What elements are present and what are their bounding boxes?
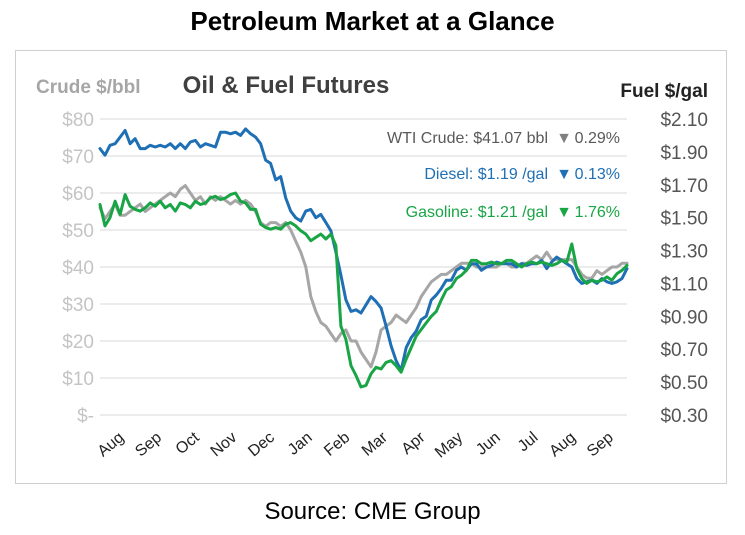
- x-tick-label: Apr: [399, 429, 430, 458]
- x-tick-label: Sep: [132, 429, 165, 460]
- right-tick-label: $1.70: [660, 176, 708, 197]
- x-tick-label: Oct: [173, 429, 203, 458]
- right-tick-label: $1.10: [660, 274, 708, 295]
- left-tick-label: $50: [62, 221, 94, 242]
- gridlines: [100, 118, 627, 416]
- right-tick-label: $1.50: [660, 209, 708, 230]
- x-tick-label: Jan: [285, 429, 316, 459]
- legend-label: WTI Crude: $41.07 bbl: [387, 130, 548, 147]
- left-tick-label: $80: [62, 110, 94, 131]
- x-tick-label: Feb: [321, 429, 353, 460]
- x-tick-label: Nov: [208, 429, 241, 460]
- left-tick-label: $10: [62, 369, 94, 390]
- right-tick-label: $0.70: [660, 340, 708, 361]
- x-tick-label: Dec: [245, 429, 278, 460]
- right-tick-label: $0.30: [660, 406, 708, 427]
- legend-entry-diesel: 0.13%▼ Diesel: $1.19 /gal: [424, 166, 620, 183]
- x-tick-label: May: [432, 429, 466, 461]
- left-tick-label: $30: [62, 295, 94, 316]
- right-tick-label: $1.30: [660, 242, 708, 263]
- legend-arrow-icon: ▼: [556, 130, 572, 147]
- x-tick-label: Jul: [515, 429, 542, 455]
- right-tick-label: $0.90: [660, 307, 708, 328]
- chart-panel: $- $10 $20 $30 $40 $50 $60 $70 $80 $0.30 $0.50 $0.7…: [15, 50, 727, 484]
- legend-change: 1.76%: [575, 204, 620, 221]
- chart-title: Oil & Fuel Futures: [183, 72, 390, 99]
- legend-label: Diesel: $1.19 /gal: [424, 166, 548, 183]
- legend-change: 0.29%: [575, 130, 620, 147]
- legend-arrow-icon: ▼: [556, 166, 572, 183]
- x-tick-label: Mar: [359, 429, 392, 460]
- x-tick-label: Aug: [95, 429, 128, 460]
- legend-arrow-icon: ▼: [556, 204, 572, 221]
- series-lines: [98, 127, 629, 389]
- series-line-gasoline: [98, 191, 629, 389]
- x-tick-label: Sep: [584, 429, 617, 460]
- left-tick-label: $20: [62, 332, 94, 353]
- left-tick-label: $40: [62, 258, 94, 279]
- legend-change: 0.13%: [575, 166, 620, 183]
- page-title: Petroleum Market at a Glance: [190, 6, 555, 36]
- x-tick-label: Jun: [473, 429, 504, 459]
- legend-entry-gasoline: 1.76%▼ Gasoline: $1.21 /gal: [406, 204, 620, 221]
- legend-label: Gasoline: $1.21 /gal: [406, 204, 548, 221]
- source-note: Source: CME Group: [264, 498, 481, 525]
- legend: 0.29%▼WTI Crude: $41.07 bbl0.13%▼Diesel:…: [387, 130, 620, 221]
- legend-entry-wti-crude: 0.29%▼ WTI Crude: $41.07 bbl: [387, 130, 620, 147]
- right-tick-label: $1.90: [660, 143, 708, 164]
- right-axis-title: Fuel $/gal: [620, 81, 708, 102]
- left-axis-title: Crude $/bbl: [36, 77, 141, 98]
- left-tick-label: $-: [77, 406, 94, 427]
- right-tick-label: $0.50: [660, 373, 708, 394]
- left-tick-label: $70: [62, 147, 94, 168]
- left-tick-label: $60: [62, 184, 94, 205]
- right-tick-label: $2.10: [660, 110, 708, 131]
- oil-fuel-futures-chart: $- $10 $20 $30 $40 $50 $60 $70 $80 $0.30 $0.50 $0.7…: [36, 72, 708, 461]
- x-tick-label: Aug: [546, 429, 579, 460]
- series-line-wti-crude: [98, 184, 629, 369]
- axis-ticks: $- $10 $20 $30 $40 $50 $60 $70 $80 $0.30 $0.50 $0.7…: [62, 110, 708, 461]
